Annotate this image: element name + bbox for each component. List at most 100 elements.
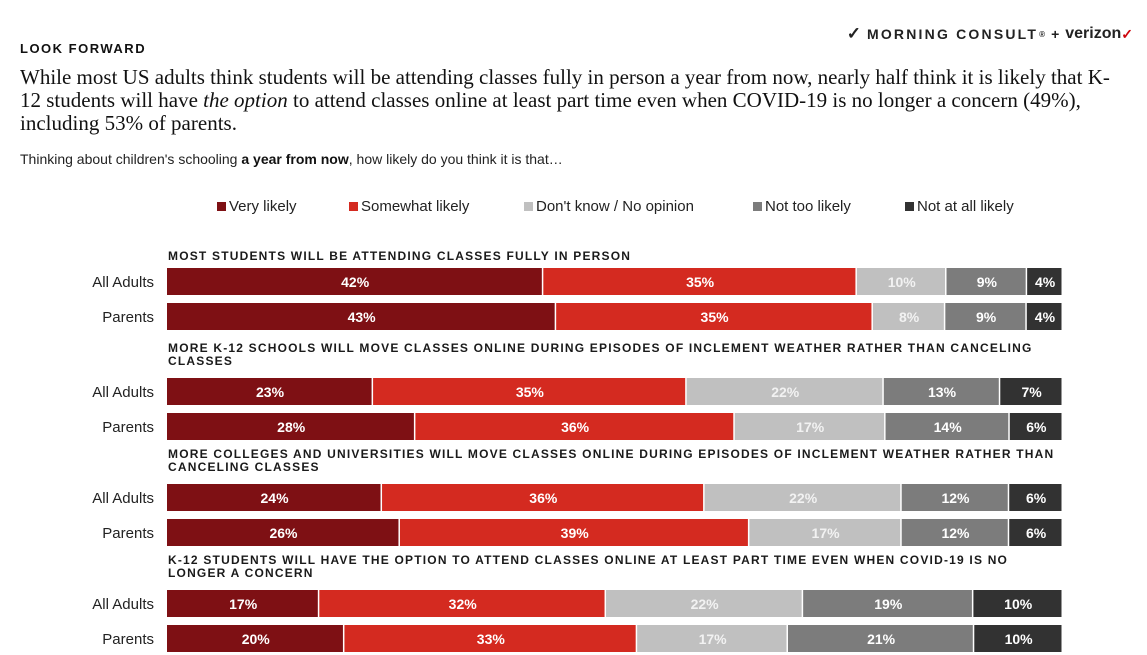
bar-segment-2-1-2 (749, 519, 901, 546)
bar-segment-3-1-2 (637, 625, 787, 652)
bar-segment-2-0-4 (1009, 484, 1062, 511)
bar-value-0-0-4: 4% (1035, 274, 1056, 290)
bar-segment-2-1-0 (167, 519, 399, 546)
survey-question: Thinking about children's schooling a ye… (20, 151, 563, 167)
bar-segment-1-0-3 (883, 378, 999, 405)
bar-value-0-0-2: 10% (888, 274, 917, 290)
brand-logo: ✓ MORNING CONSULT ® + verizon ✓ (847, 24, 1133, 44)
bar-segment-1-1-0 (167, 413, 414, 440)
row-label-1-1: Parents (102, 419, 154, 436)
bar-value-3-1-3: 21% (867, 631, 896, 647)
bar-segment-3-0-3 (803, 590, 972, 617)
bar-value-1-0-4: 7% (1022, 384, 1043, 400)
bar-value-0-1-2: 8% (899, 309, 920, 325)
bar-value-2-1-2: 17% (812, 525, 841, 541)
legend-label-2: Don't know / No opinion (536, 198, 694, 215)
bar-value-3-0-3: 19% (874, 596, 903, 612)
logo-brand-text: MORNING CONSULT (866, 26, 1039, 42)
bar-segment-1-1-2 (734, 413, 885, 440)
bar-value-2-1-1: 39% (561, 525, 590, 541)
verizon-check-icon: ✓ (1121, 25, 1133, 42)
bar-segment-0-1-4 (1026, 303, 1062, 330)
bar-segment-3-1-1 (344, 625, 636, 652)
row-label-2-1: Parents (102, 525, 154, 542)
legend-label-0: Very likely (229, 198, 297, 215)
bar-value-3-0-2: 22% (691, 596, 720, 612)
bar-segment-2-0-3 (901, 484, 1008, 511)
bar-segment-3-1-0 (167, 625, 343, 652)
bar-value-3-1-0: 20% (242, 631, 271, 647)
headline-emphasis: the option (203, 88, 288, 112)
bar-value-1-1-0: 28% (277, 419, 306, 435)
row-label-3-1: Parents (102, 631, 154, 648)
bar-value-1-1-3: 14% (934, 419, 963, 435)
logo-plus: + (1051, 26, 1060, 42)
bar-value-1-1-2: 17% (796, 419, 825, 435)
logo-registered-mark: ® (1039, 29, 1046, 39)
bar-segment-1-0-2 (686, 378, 883, 405)
bar-segment-1-1-4 (1009, 413, 1062, 440)
bar-segment-0-0-0 (167, 268, 542, 295)
bar-segment-0-0-4 (1027, 268, 1062, 295)
group-title-3-line-0: K-12 STUDENTS WILL HAVE THE OPTION TO AT… (168, 553, 1008, 567)
row-label-2-0: All Adults (92, 490, 154, 507)
bar-segment-0-0-3 (946, 268, 1026, 295)
bar-segment-0-0-2 (856, 268, 946, 295)
bar-value-0-1-1: 35% (701, 309, 730, 325)
bar-value-1-1-4: 6% (1026, 419, 1047, 435)
bar-value-0-1-0: 43% (348, 309, 377, 325)
bar-value-3-0-0: 17% (229, 596, 258, 612)
group-title-0-line-0: MOST STUDENTS WILL BE ATTENDING CLASSES … (168, 249, 631, 263)
bar-value-1-1-1: 36% (561, 419, 590, 435)
bar-value-1-0-1: 35% (516, 384, 545, 400)
legend-label-4: Not at all likely (917, 198, 1014, 215)
bar-value-3-1-1: 33% (477, 631, 506, 647)
bar-segment-0-1-3 (945, 303, 1026, 330)
legend-label-1: Somewhat likely (361, 198, 470, 215)
bar-value-3-0-4: 10% (1004, 596, 1033, 612)
legend-swatch-2 (524, 202, 533, 211)
row-label-0-0: All Adults (92, 274, 154, 291)
row-label-3-0: All Adults (92, 596, 154, 613)
legend-swatch-0 (217, 202, 226, 211)
bar-value-2-1-3: 12% (941, 525, 970, 541)
bar-value-0-1-3: 9% (976, 309, 997, 325)
bar-segment-0-1-1 (556, 303, 872, 330)
bar-value-2-0-3: 12% (941, 490, 970, 506)
bar-value-2-1-0: 26% (269, 525, 298, 541)
bar-segment-3-0-2 (606, 590, 802, 617)
headline: While most US adults think students will… (20, 66, 1120, 135)
bar-value-1-0-2: 22% (771, 384, 800, 400)
bar-value-0-0-1: 35% (686, 274, 715, 290)
group-title-2-line-0: MORE COLLEGES AND UNIVERSITIES WILL MOVE… (168, 447, 1054, 461)
bar-segment-3-1-3 (787, 625, 973, 652)
question-part-1: Thinking about children's schooling (20, 151, 242, 167)
bar-value-0-0-0: 42% (341, 274, 370, 290)
bar-segment-0-1-2 (872, 303, 944, 330)
bar-segment-3-0-4 (973, 590, 1062, 617)
bar-value-2-0-2: 22% (789, 490, 818, 506)
row-label-0-1: Parents (102, 309, 154, 326)
bar-value-2-0-1: 36% (529, 490, 558, 506)
legend-swatch-1 (349, 202, 358, 211)
group-title-1-line-0: MORE K-12 SCHOOLS WILL MOVE CLASSES ONLI… (168, 341, 1033, 355)
bar-segment-1-1-3 (885, 413, 1009, 440)
headline-part-2: to attend classes online at least part t… (20, 88, 1081, 135)
group-title-2-line-1: CANCELING CLASSES (168, 460, 320, 474)
logo-partner-text: verizon (1065, 25, 1122, 42)
bar-segment-2-0-2 (704, 484, 901, 511)
bar-segment-3-0-0 (167, 590, 318, 617)
bar-value-1-0-3: 13% (928, 384, 957, 400)
bar-segment-0-1-0 (167, 303, 555, 330)
section-eyebrow: LOOK FORWARD (20, 41, 147, 56)
bar-segment-1-0-1 (373, 378, 686, 405)
bar-value-3-1-2: 17% (699, 631, 728, 647)
bar-value-3-1-4: 10% (1005, 631, 1034, 647)
row-label-1-0: All Adults (92, 384, 154, 401)
headline-part-1: While most US adults think students will… (20, 65, 1110, 112)
bar-segment-3-0-1 (319, 590, 605, 617)
bar-segment-2-1-1 (399, 519, 748, 546)
legend-label-3: Not too likely (765, 198, 851, 215)
bar-value-0-0-3: 9% (977, 274, 998, 290)
group-title-3-line-1: LONGER A CONCERN (168, 566, 314, 580)
